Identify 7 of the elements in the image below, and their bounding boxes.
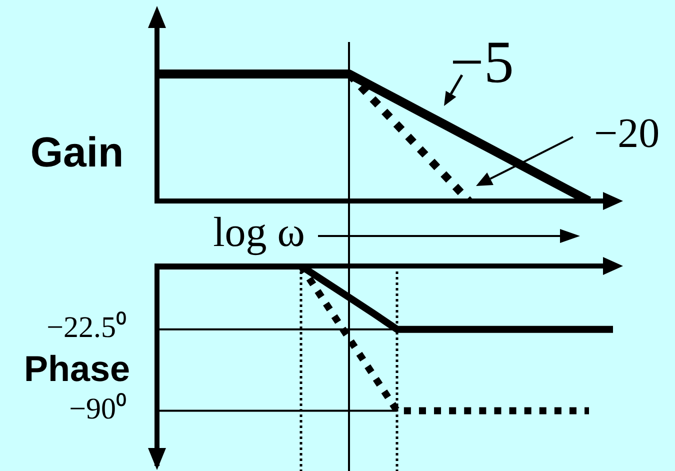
x-axis-title: log ω: [213, 210, 305, 256]
y-axis-title: Gain: [30, 128, 124, 176]
annotation: −5: [450, 29, 514, 95]
annotation: −20: [594, 111, 660, 157]
y-tick-label: −90⁰: [69, 392, 127, 426]
y-tick-label: −22.5⁰: [46, 311, 127, 344]
y-axis-title: Phase: [24, 348, 130, 389]
